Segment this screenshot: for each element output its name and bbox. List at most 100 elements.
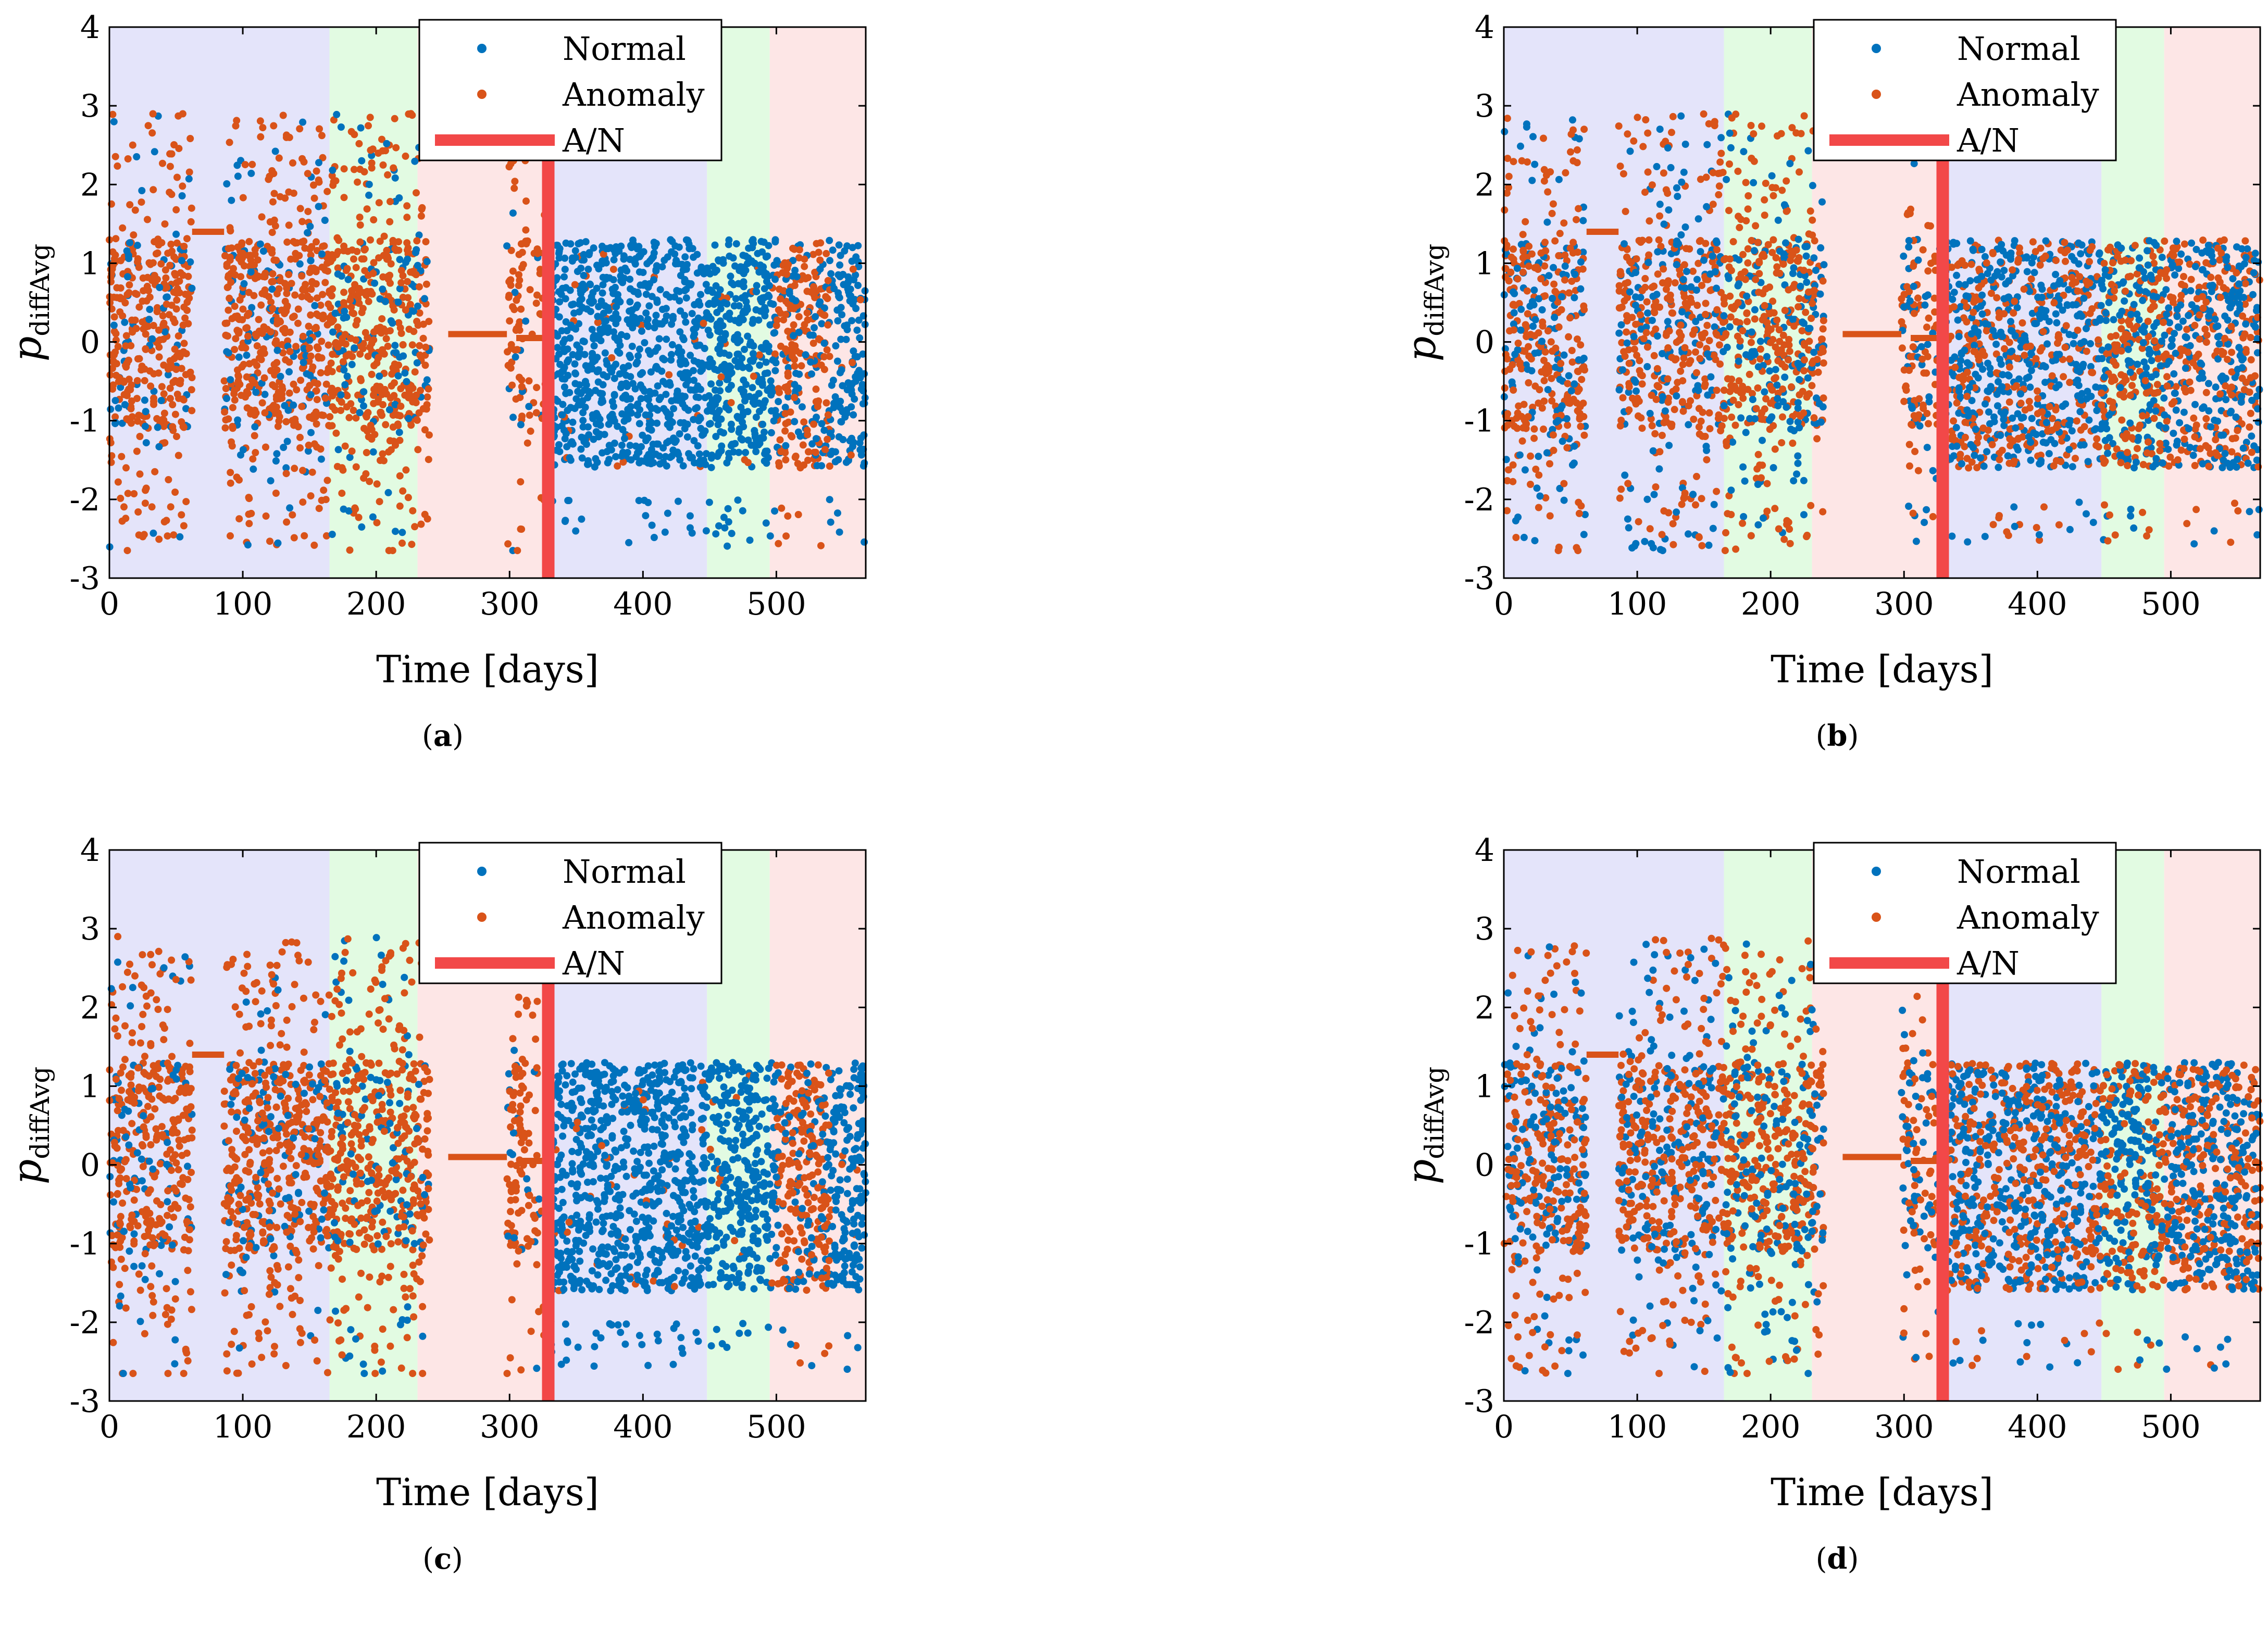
anomaly-point (262, 444, 269, 451)
normal-point (807, 358, 814, 366)
anomaly-point (233, 117, 240, 124)
normal-point (2040, 439, 2047, 446)
normal-point (703, 527, 710, 534)
normal-point (696, 451, 703, 458)
normal-point (745, 245, 752, 252)
normal-point (632, 260, 639, 268)
normal-point (718, 447, 725, 455)
anomaly-point (225, 283, 232, 291)
normal-point (712, 242, 719, 249)
normal-point (2027, 350, 2035, 357)
anomaly-point (320, 311, 327, 319)
normal-point (559, 339, 567, 346)
normal-point (723, 459, 730, 467)
anomaly-point (781, 259, 789, 267)
anomaly-point (154, 276, 161, 283)
anomaly-point (313, 280, 320, 287)
normal-point (738, 436, 745, 443)
anomaly-point (319, 264, 326, 271)
anomaly-point (1632, 321, 1639, 328)
anomaly-point (1730, 238, 1737, 245)
anomaly-point (506, 317, 513, 324)
normal-point (2116, 311, 2123, 319)
anomaly-point (533, 409, 540, 417)
anomaly-point (348, 447, 356, 455)
normal-point (1644, 309, 1651, 317)
anomaly-point (1519, 231, 1527, 238)
anomaly-point (375, 149, 382, 157)
anomaly-point (1677, 368, 1684, 375)
anomaly-point (1906, 441, 1913, 448)
anomaly-point (1568, 347, 1576, 354)
anomaly-point (700, 320, 707, 327)
anomaly-point (405, 110, 412, 118)
anomaly-point (225, 274, 232, 281)
normal-point (1673, 392, 1680, 399)
normal-point (2240, 445, 2247, 452)
normal-point (141, 396, 148, 404)
anomaly-point (404, 278, 411, 285)
normal-point (764, 253, 771, 260)
anomaly-point (298, 403, 305, 410)
normal-point (703, 309, 711, 317)
normal-point (695, 385, 702, 393)
normal-point (663, 335, 670, 343)
anomaly-point (514, 547, 521, 554)
anomaly-point (1575, 205, 1582, 212)
anomaly-point (370, 216, 377, 223)
anomaly-point (1660, 169, 1667, 177)
normal-point (834, 358, 841, 365)
anomaly-point (309, 469, 316, 476)
normal-point (318, 251, 326, 258)
normal-point (567, 286, 574, 294)
anomaly-point (1755, 451, 1762, 458)
normal-point (594, 313, 601, 320)
normal-point (821, 340, 828, 347)
anomaly-point (229, 404, 236, 411)
anomaly-point (409, 507, 416, 515)
anomaly-point (1757, 345, 1764, 353)
anomaly-point (391, 245, 398, 253)
anomaly-point (2247, 410, 2254, 417)
normal-point (1979, 310, 1986, 318)
anomaly-point (246, 360, 253, 367)
normal-point (696, 361, 703, 368)
normal-point (758, 238, 765, 245)
normal-point (714, 367, 721, 374)
y-axis-label-text: pdiffAvg (4, 244, 55, 362)
normal-point (626, 276, 633, 283)
normal-point (395, 194, 403, 202)
anomaly-point (1703, 322, 1711, 329)
anomaly-point (1963, 393, 1971, 400)
anomaly-point (1624, 279, 1631, 286)
normal-point (687, 512, 694, 520)
normal-point (574, 388, 581, 395)
anomaly-point (394, 420, 402, 428)
anomaly-point (417, 521, 425, 528)
normal-point (677, 419, 684, 427)
normal-point (1665, 442, 1673, 449)
normal-point (623, 333, 630, 340)
anomaly-point (1639, 424, 1646, 432)
anomaly-point (817, 542, 825, 549)
normal-point (360, 403, 367, 410)
anomaly-point (507, 365, 515, 372)
anomaly-point (1762, 180, 1769, 187)
normal-point (235, 354, 243, 361)
anomaly-point (229, 424, 236, 432)
anomaly-point (377, 410, 384, 418)
anomaly-point (241, 262, 248, 269)
anomaly-point (1541, 262, 1548, 270)
normal-point (665, 437, 672, 445)
anomaly-point (258, 356, 265, 363)
normal-point (836, 261, 843, 269)
normal-point (672, 396, 679, 404)
normal-point (365, 192, 372, 199)
anomaly-point (777, 295, 784, 303)
anomaly-point (1527, 453, 1534, 460)
anomaly-point (399, 487, 406, 495)
anomaly-point (292, 240, 299, 247)
anomaly-point (418, 212, 425, 220)
anomaly-point (276, 155, 283, 162)
anomaly-point (115, 479, 122, 486)
